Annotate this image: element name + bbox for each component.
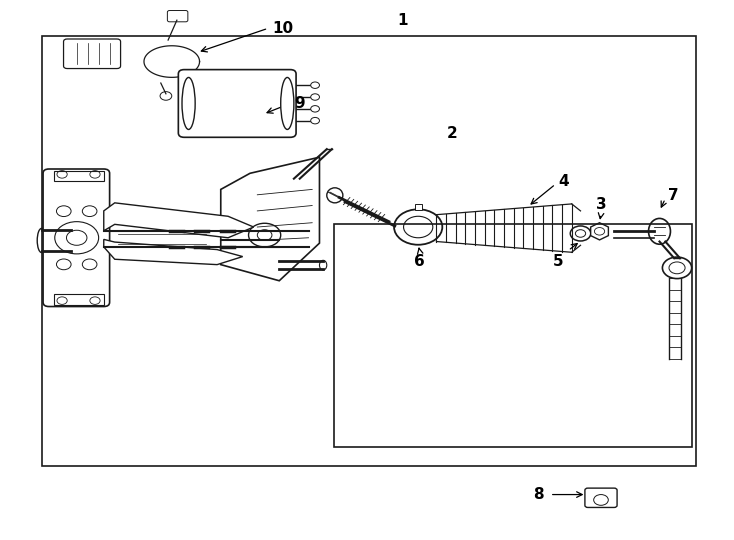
Text: 3: 3 bbox=[596, 197, 606, 212]
Circle shape bbox=[669, 262, 685, 274]
Circle shape bbox=[394, 210, 443, 245]
Text: 6: 6 bbox=[414, 254, 425, 269]
FancyBboxPatch shape bbox=[178, 70, 296, 137]
Circle shape bbox=[570, 226, 591, 241]
Circle shape bbox=[310, 106, 319, 112]
Circle shape bbox=[310, 94, 319, 100]
FancyBboxPatch shape bbox=[64, 39, 120, 69]
Polygon shape bbox=[103, 239, 243, 265]
FancyBboxPatch shape bbox=[167, 10, 188, 22]
Polygon shape bbox=[103, 203, 254, 238]
Text: 7: 7 bbox=[668, 188, 679, 204]
Polygon shape bbox=[221, 157, 319, 281]
Polygon shape bbox=[591, 222, 608, 240]
Circle shape bbox=[310, 117, 319, 124]
Circle shape bbox=[662, 257, 691, 279]
FancyBboxPatch shape bbox=[585, 488, 617, 508]
Text: 10: 10 bbox=[272, 21, 293, 36]
Ellipse shape bbox=[280, 77, 294, 130]
Circle shape bbox=[594, 495, 608, 505]
Text: 9: 9 bbox=[294, 96, 305, 111]
Bar bbox=[415, 205, 422, 210]
Ellipse shape bbox=[182, 77, 195, 130]
Bar bbox=[42, 36, 696, 466]
Circle shape bbox=[310, 82, 319, 89]
Circle shape bbox=[575, 230, 586, 237]
Text: 2: 2 bbox=[446, 126, 457, 141]
FancyBboxPatch shape bbox=[43, 169, 109, 307]
Text: 5: 5 bbox=[553, 254, 564, 269]
Text: 1: 1 bbox=[397, 14, 407, 28]
Ellipse shape bbox=[649, 218, 670, 244]
Ellipse shape bbox=[327, 188, 343, 203]
Bar bbox=[334, 224, 692, 447]
Circle shape bbox=[404, 217, 433, 238]
Text: 8: 8 bbox=[534, 487, 544, 502]
Text: 4: 4 bbox=[559, 174, 569, 189]
